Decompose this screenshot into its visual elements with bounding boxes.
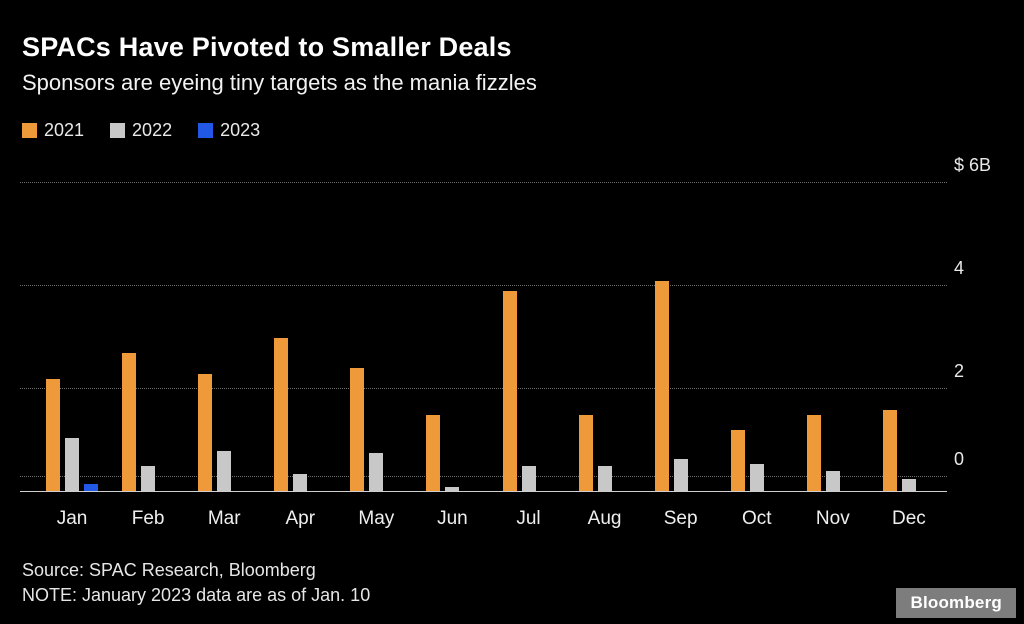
bar-group-dec [871,150,947,492]
bar-group-jan [34,150,110,492]
bar-2022-nov [825,471,840,492]
bar-2022-feb [141,466,156,492]
bar-2022-may [369,453,384,492]
legend-item-2023: 2023 [198,120,260,141]
plot-area [20,150,947,492]
source-text: Source: SPAC Research, Bloomberg [22,560,316,580]
x-axis-label-mar: Mar [207,508,241,529]
bar-group-nov [795,150,871,492]
x-axis-label-sep: Sep [663,508,698,529]
gridline-6 [20,182,947,183]
x-axis-label-nov: Nov [815,508,850,529]
bar-2022-jan [65,437,80,492]
bar-2021-jan [46,378,61,492]
bar-2022-aug [597,466,612,492]
x-axis-line [20,491,947,492]
bloomberg-logo: Bloomberg [896,588,1016,618]
x-axis-label-aug: Aug [587,508,622,529]
bar-group-jun [414,150,490,492]
y-tick-label-2: 2 [954,361,965,381]
bar-2021-oct [730,430,745,492]
legend-label-2022: 2022 [132,120,173,140]
x-axis-label-jun: Jun [437,508,468,529]
legend-label-2021: 2021 [44,120,85,140]
chart-title: SPACs Have Pivoted to Smaller Deals [22,32,512,62]
bar-2021-jun [426,414,441,492]
footer: Source: SPAC Research, Bloomberg NOTE: J… [22,558,370,608]
gridline-0 [20,476,947,477]
x-axis-label-feb: Feb [131,508,165,529]
legend-item-2021: 2021 [22,120,84,141]
x-axis-label-jul: Jul [516,508,541,529]
bar-group-mar [186,150,262,492]
x-axis-label-dec: Dec [892,508,926,529]
bar-2022-mar [217,450,232,492]
bar-group-oct [719,150,795,492]
y-tick-label-6: $ 6B [954,155,992,175]
x-axis-labels: Jan Feb Mar Apr May Jun Jul Aug Sep Oct Nov Dec [34,508,947,530]
bar-2022-oct [749,463,764,492]
bar-2023-jan [84,484,99,492]
legend: 2021 2022 2023 [22,120,260,141]
bar-2021-dec [882,409,897,492]
gridline-2 [20,388,947,389]
bar-group-sep [643,150,719,492]
gridline-4 [20,285,947,286]
bar-2022-apr [293,473,308,492]
bar-2021-may [350,368,365,492]
bar-2021-nov [806,414,821,492]
bar-2022-dec [901,479,916,492]
bar-groups [34,150,947,492]
x-axis-label-apr: Apr [285,508,316,529]
x-axis-label-jan: Jan [56,508,88,529]
bar-group-apr [262,150,338,492]
note-text: NOTE: January 2023 data are as of Jan. 1… [22,585,371,605]
bar-2022-sep [673,458,688,492]
legend-swatch-2021 [22,123,37,138]
bar-2021-apr [274,337,289,492]
bar-2021-mar [198,373,213,492]
legend-label-2023: 2023 [220,120,261,140]
bar-2021-sep [654,280,669,492]
bar-2021-aug [578,414,593,492]
y-tick-label-4: 4 [954,258,965,278]
bar-2021-jul [502,291,517,492]
y-axis-labels: $ 6B 4 2 0 [954,150,1024,492]
bar-group-aug [567,150,643,492]
x-axis-label-oct: Oct [741,508,772,529]
chart-subtitle: Sponsors are eyeing tiny targets as the … [22,70,537,95]
bar-group-feb [110,150,186,492]
bar-2022-jun [445,486,460,492]
bar-2022-jul [521,466,536,492]
bar-2021-feb [122,352,137,492]
bar-group-may [338,150,414,492]
bar-group-jul [490,150,566,492]
legend-swatch-2022 [110,123,126,138]
x-axis-label-may: May [358,508,395,529]
legend-swatch-2023 [198,123,214,138]
legend-item-2022: 2022 [110,120,172,141]
y-tick-label-0: 0 [954,449,965,469]
